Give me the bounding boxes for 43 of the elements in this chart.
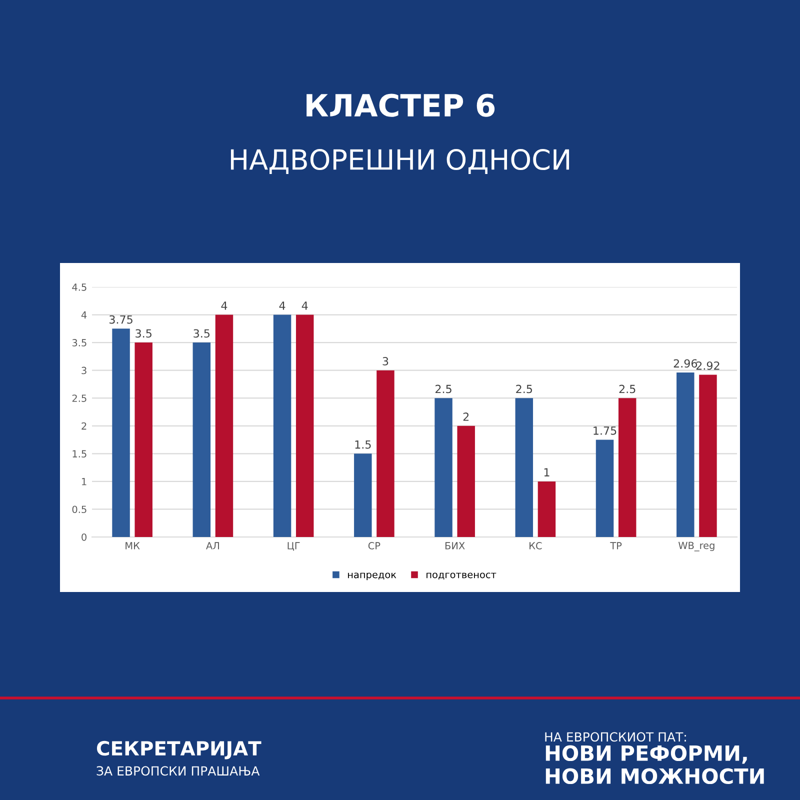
text: ЗА ЕВРОПСКИ ПРАШАЊА xyxy=(96,766,260,776)
data-label: 2.5 xyxy=(516,384,532,394)
x-tick-label: БИХ xyxy=(445,542,465,550)
y-tick-label: 3.5 xyxy=(72,339,86,346)
data-label: 4 xyxy=(221,302,228,310)
y-tick-label: 2 xyxy=(82,422,86,430)
data-label: 3.5 xyxy=(194,329,210,338)
x-tick-label: СР xyxy=(368,542,380,550)
legend-label: напредок xyxy=(348,572,396,580)
x-tick-label: WB_reg xyxy=(678,542,714,552)
y-tick-label: 2.5 xyxy=(72,394,86,402)
data-label: 3.75 xyxy=(110,315,132,324)
data-label: 4 xyxy=(302,302,308,310)
y-tick-label: 4.5 xyxy=(72,284,86,291)
x-tick-label: АЛ xyxy=(206,542,219,550)
text: НОВИ МОЖНОСТИ xyxy=(546,768,764,784)
x-tick-label: МК xyxy=(126,542,140,550)
x-tick-label: КС xyxy=(530,542,542,550)
chart-title: КЛАСТЕР 6 xyxy=(306,94,495,117)
data-label: 2.5 xyxy=(619,384,636,394)
data-label: 1 xyxy=(544,468,550,476)
y-tick-label: 1.5 xyxy=(72,450,86,458)
x-tick-label: ЦГ xyxy=(288,542,300,551)
y-tick-label: 0 xyxy=(82,533,86,541)
y-tick-label: 1 xyxy=(82,478,86,486)
text: НОВИ РЕФОРМИ, xyxy=(546,745,747,764)
legend-label: подготвеност xyxy=(426,572,496,580)
y-tick-label: 0.5 xyxy=(72,506,86,514)
data-label: 3.5 xyxy=(136,329,152,338)
data-label: 2 xyxy=(463,412,469,421)
text: СЕКРЕТАРИЈАТ xyxy=(96,740,262,760)
x-tick-label: ТР xyxy=(610,542,622,550)
y-tick-label: 4 xyxy=(81,311,87,318)
data-label: 2.5 xyxy=(436,384,452,394)
data-label: 4 xyxy=(279,302,286,310)
data-label: 2.92 xyxy=(696,361,720,370)
y-tick-label: 3 xyxy=(82,366,86,374)
data-label: 2.96 xyxy=(674,359,698,368)
chart-subtitle: НАДВОРЕШНИ ОДНОСИ xyxy=(230,149,570,174)
data-label: 1.75 xyxy=(594,426,616,435)
text: НА ЕВРОПСКИОТ ПАТ: xyxy=(545,732,686,742)
data-label: 1.5 xyxy=(355,440,371,449)
data-label: 3 xyxy=(382,357,388,366)
